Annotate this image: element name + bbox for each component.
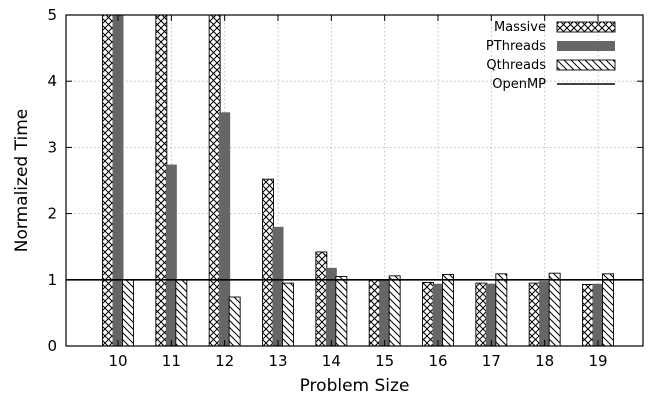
bar-pthreads [485,283,497,346]
y-tick-label: 4 [47,72,57,90]
bar-qthreads [495,273,508,347]
x-tick-label: 19 [588,352,607,370]
bar-pthreads [219,112,231,347]
bar-qthreads [388,275,401,347]
bars [102,14,614,347]
bar-massive [528,282,541,347]
legend: Massive PThreads Qthreads OpenMP [486,20,616,92]
legend-label: Massive [494,20,546,35]
x-tick-label: 16 [428,352,447,370]
bar-qthreads [228,296,241,347]
bar-qthreads [602,273,614,347]
bar-pthreads [112,15,124,346]
bar-massive [208,14,221,347]
bar-pthreads [539,281,551,346]
x-tick-label: 12 [215,352,234,370]
bar-massive [262,178,274,347]
legend-swatch-qthreads [556,59,616,71]
bar-pthreads [165,164,177,346]
x-tick-label: 13 [268,352,287,370]
y-axis-label: Normalized Time [12,109,32,252]
y-tick-label: 3 [47,138,57,156]
bar-pthreads [272,226,284,346]
x-tick-label: 10 [108,352,127,370]
legend-label: Qthreads [486,58,546,73]
legend-label: OpenMP [492,77,546,92]
x-axis-label: Problem Size [300,376,410,396]
bar-qthreads [442,274,454,347]
bar-massive [102,14,114,347]
x-tick-label: 11 [162,352,181,370]
bar-massive [422,281,434,347]
bar-pthreads [432,283,444,346]
bar-qthreads [548,272,561,347]
y-tick-label: 0 [47,337,57,355]
bar-massive [155,14,168,347]
bar-qthreads [122,279,134,347]
y-tick-label: 1 [47,271,57,289]
bar-pthreads [592,283,604,346]
bar-qthreads [282,282,294,347]
plot-frame [65,14,644,347]
bar-qthreads [335,276,348,347]
x-tick-label: 17 [482,352,501,370]
legend-swatch-pthreads [557,41,615,51]
x-tick-label: 18 [535,352,554,370]
x-tick-label: 14 [322,352,341,370]
bar-massive [368,279,381,347]
x-tick-label: 15 [375,352,394,370]
legend-swatch-massive [556,21,616,33]
legend-label: PThreads [486,39,546,54]
bar-massive [315,251,328,347]
bar-qthreads [175,279,188,347]
bar-massive [582,283,594,347]
bar-pthreads [325,267,337,346]
y-tick-label: 2 [47,205,57,223]
bar-massive [475,282,488,347]
bar-pthreads [379,280,391,346]
y-tick-label: 5 [47,6,57,24]
